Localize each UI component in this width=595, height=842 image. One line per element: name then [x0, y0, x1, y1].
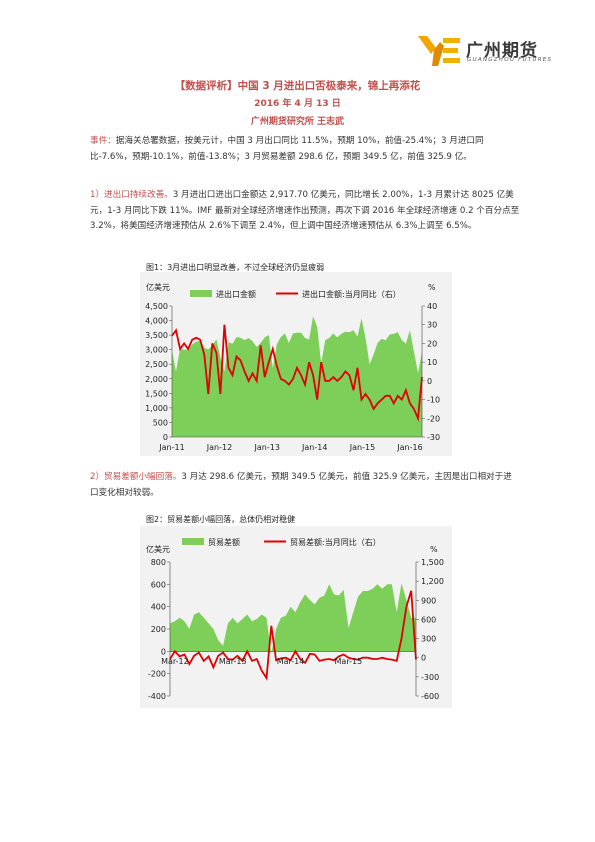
x-tick-label: Jan-16: [396, 443, 422, 452]
figure1-chart: 0 500 1,000 1,500 2,000 2,500 3,000 3,500 4,000 4…: [140, 272, 452, 456]
left-tick-label: -400: [148, 692, 166, 701]
x-tick-label: Jan-15: [349, 443, 375, 452]
legend-area-label: 贸易差额: [208, 537, 240, 547]
legend-area-swatch: [182, 538, 204, 545]
legend-line-label: 贸易差额:当月同比（右）: [290, 537, 381, 547]
left-tick-label: 0: [163, 433, 168, 442]
trade-volume-text: 3 月进出口进出口金额达 2,917.70 亿美元，同比增长 2.00%，1-3…: [90, 190, 520, 231]
area-series: [172, 316, 422, 437]
x-tick-label: Mar-12: [161, 657, 189, 666]
left-tick-label: 600: [151, 580, 166, 589]
logo-mark-icon: [418, 36, 460, 66]
logo-text-en: GUANGZHOU FUTURES: [467, 57, 553, 63]
left-tick-label: 4,500: [145, 302, 168, 311]
area-series: [170, 583, 416, 654]
right-tick-label: 40: [427, 302, 437, 311]
right-tick-label: -300: [421, 673, 439, 682]
right-tick-label: 300: [421, 635, 436, 644]
figure2-caption: 图2：贸易差额小幅回落，总体仍相对稳健: [146, 515, 296, 524]
right-tick-label: 900: [421, 596, 436, 605]
figure1-caption: 图1：3月进出口明显改善，不过全球经济仍显疲弱: [146, 263, 325, 272]
right-tick-label: -10: [427, 396, 440, 405]
report-date: 2016 年 4 月 13 日: [254, 99, 341, 109]
trade-balance-text: 3 月达 298.6 亿美元，预期 349.5 亿美元，前值 325.9 亿美元…: [90, 472, 512, 498]
event-lead: 事件：: [90, 136, 116, 146]
trade-volume-paragraph: 1）进出口持续改善。3 月进出口进出口金额达 2,917.70 亿美元，同比增长…: [90, 188, 520, 235]
left-tick-label: 500: [153, 418, 168, 427]
right-tick-label: 0: [427, 377, 432, 386]
right-tick-label: 1,200: [421, 577, 444, 586]
legend-area-label: 进出口金额: [216, 289, 256, 299]
event-text: 据海关总署数据，按美元计，中国 3 月出口同比 11.5%，预期 10%，前值-…: [90, 136, 484, 162]
left-tick-label: 1,500: [145, 389, 168, 398]
figure1-svg: 0 500 1,000 1,500 2,000 2,500 3,000 3,500 4,000 4…: [140, 272, 452, 456]
left-tick-label: 200: [151, 625, 166, 634]
right-tick-label: -30: [427, 433, 440, 442]
left-tick-label: 800: [151, 558, 166, 567]
left-tick-label: 2,000: [145, 375, 168, 384]
report-title: 【数据评析】中国 3 月进出口否极泰来，锦上再添花: [174, 80, 421, 92]
x-tick-label: Jan-14: [301, 443, 327, 452]
left-tick-label: -200: [148, 670, 166, 679]
line-series: [171, 324, 423, 422]
left-axis-unit: 亿美元: [146, 282, 170, 292]
trade-volume-lead: 1）进出口持续改善。: [90, 190, 173, 200]
event-paragraph: 事件：据海关总署数据，按美元计，中国 3 月出口同比 11.5%，预期 10%，…: [90, 134, 520, 165]
x-tick-label: Jan-12: [206, 443, 232, 452]
x-tick-label: Mar-13: [219, 657, 247, 666]
figure2-svg: -400 -200 0 200 400 600 800 -600 -300 0 300 600 900 1…: [140, 526, 452, 708]
right-tick-label: 30: [427, 321, 437, 330]
legend-line-label: 进出口金额:当月同比（右）: [302, 289, 401, 299]
right-axis-unit: %: [428, 283, 436, 292]
left-tick-label: 3,000: [145, 346, 168, 355]
left-tick-label: 3,500: [145, 331, 168, 340]
right-tick-label: 20: [427, 339, 437, 348]
left-tick-label: 0: [161, 647, 166, 656]
right-tick-label: 1,500: [421, 558, 444, 567]
right-tick-label: 600: [421, 615, 436, 624]
left-tick-label: 1,000: [145, 404, 168, 413]
left-axis-unit: 亿美元: [146, 544, 170, 554]
logo-text-cn: 广州期货: [466, 41, 538, 61]
right-tick-label: 10: [427, 358, 437, 367]
report-author: 广州期货研究所 王志武: [250, 117, 345, 127]
right-tick-label: -600: [421, 692, 439, 701]
x-tick-label: Jan-11: [158, 443, 184, 452]
left-tick-label: 4,000: [145, 317, 168, 326]
company-logo: 广州期货 GUANGZHOU FUTURES: [418, 30, 568, 70]
trade-balance-paragraph: 2）贸易差额小幅回落。3 月达 298.6 亿美元，预期 349.5 亿美元，前…: [90, 470, 520, 501]
line-series: [169, 590, 417, 681]
figure2-chart: -400 -200 0 200 400 600 800 -600 -300 0 300 600 900 1…: [140, 526, 452, 708]
right-tick-label: 0: [421, 654, 426, 663]
trade-balance-lead: 2）贸易差额小幅回落。: [90, 472, 182, 482]
x-tick-label: Jan-13: [254, 443, 280, 452]
x-tick-label: Mar-14: [277, 657, 305, 666]
right-axis-unit: %: [430, 545, 438, 554]
left-tick-label: 2,500: [145, 360, 168, 369]
right-tick-label: -20: [427, 414, 440, 423]
left-tick-label: 400: [151, 603, 166, 612]
x-tick-label: Mar-15: [335, 657, 363, 666]
legend-area-swatch: [190, 290, 212, 297]
